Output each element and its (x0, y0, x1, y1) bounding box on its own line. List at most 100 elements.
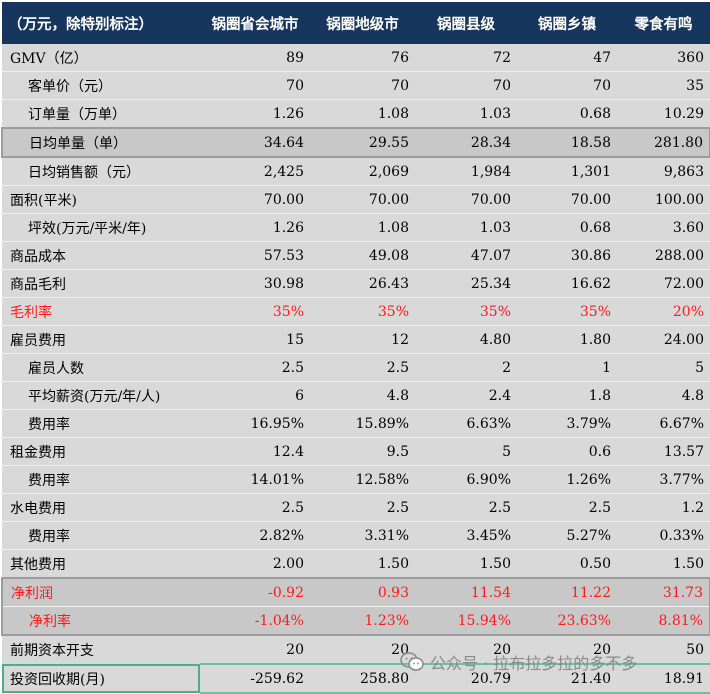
table-cell: 57.53 (200, 241, 310, 270)
table-row: 净利润 -0.92 0.93 11.54 11.22 31.73 (1, 577, 710, 607)
table-cell: 2.5 (517, 493, 617, 522)
row-label: 水电费用 (2, 493, 200, 522)
table-cell: 281.80 (617, 127, 710, 158)
table-cell: 1,984 (415, 157, 517, 186)
watermark-text: 公众号 · 拉布拉多拉的多不多 (430, 654, 638, 673)
table-cell: 3.45% (415, 521, 517, 550)
table-cell: 0.33% (617, 521, 710, 550)
table-cell: 0.68 (517, 99, 617, 129)
table-cell: 6.90% (415, 465, 517, 494)
table-row: 雇员人数 2.5 2.5 2 1 5 (2, 353, 710, 382)
table-cell: 29.55 (310, 127, 415, 158)
table-row: 雇员费用 15 12 4.80 1.80 24.00 (2, 325, 710, 354)
table-cell: 70 (415, 71, 517, 100)
row-label: 客单价（元） (2, 71, 200, 100)
table-cell: 20 (517, 635, 617, 665)
table-header-row: （万元，除特别标注） 锅圈省会城市 锅圈地级市 锅圈县级 锅圈乡镇 零食有鸣 (2, 2, 710, 44)
table-cell: 70 (310, 71, 415, 100)
table-cell: 0.68 (517, 213, 617, 242)
table-row: 费用率 2.82% 3.31% 3.45% 5.27% 0.33% (2, 521, 710, 550)
header-county: 锅圈县级 (415, 2, 517, 44)
table-cell: 20% (617, 297, 710, 326)
table-cell: 35% (200, 297, 310, 326)
table-cell: 16.95% (200, 409, 310, 438)
row-label: 前期资本开支 (2, 635, 200, 665)
table-cell: 35% (310, 297, 415, 326)
table-cell: 70 (517, 71, 617, 100)
table-cell: 4.80 (415, 325, 517, 354)
table-cell: 89 (200, 44, 310, 72)
header-snack-brand: 零食有鸣 (617, 2, 710, 44)
table-cell: -0.92 (200, 577, 310, 607)
table-cell: 15.89% (310, 409, 415, 438)
table-cell: 12.4 (200, 437, 310, 466)
table-cell: 1.08 (310, 213, 415, 242)
header-township: 锅圈乡镇 (517, 2, 617, 44)
table-cell: 72 (415, 44, 517, 72)
table-cell: 5.27% (517, 521, 617, 550)
table-cell: 1.2 (617, 493, 710, 522)
table-cell: 70.00 (517, 185, 617, 214)
row-label: 租金费用 (2, 437, 200, 466)
table-cell: 1 (517, 353, 617, 382)
table-cell: 3.79% (517, 409, 617, 438)
table-cell: 70.00 (415, 185, 517, 214)
header-unit-note: （万元，除特别标注） (2, 2, 200, 44)
table-cell: 76 (310, 44, 415, 72)
table-cell: 20.79 (415, 663, 517, 694)
table-cell: 21.40 (517, 663, 617, 694)
table-cell: 1.23% (310, 606, 415, 636)
table-cell: 15.94% (415, 606, 517, 636)
row-label: 净利润 (1, 577, 200, 607)
table-cell: 30.86 (517, 241, 617, 270)
table-cell: 3.60 (617, 213, 710, 242)
table-cell: 2.4 (415, 381, 517, 410)
watermark: 公众号 · 拉布拉多拉的多不多 (400, 650, 637, 674)
table-cell: 28.34 (415, 127, 517, 158)
row-label: 费用率 (2, 465, 200, 494)
table-cell: 20 (200, 635, 310, 665)
table-cell: 100.00 (617, 185, 710, 214)
table-cell: 258.80 (310, 663, 415, 694)
table-cell: 1.50 (415, 549, 517, 579)
table-cell: 1.26 (200, 99, 310, 129)
table-cell: 1.50 (310, 549, 415, 579)
table-cell: 2 (415, 353, 517, 382)
table-cell: 47 (517, 44, 617, 72)
table-cell: 4.8 (310, 381, 415, 410)
table-cell: 9.5 (310, 437, 415, 466)
table-cell: 11.22 (517, 577, 617, 607)
row-label: 日均单量（单） (1, 127, 200, 158)
table-cell: 12.58% (310, 465, 415, 494)
table-row: GMV（亿） 89 76 72 47 360 (2, 44, 710, 72)
table-cell: 5 (617, 353, 710, 382)
table-cell: 0.93 (310, 577, 415, 607)
table-row: 净利率 -1.04% 1.23% 15.94% 23.63% 8.81% (1, 606, 710, 636)
header-prefecture-city: 锅圈地级市 (310, 2, 415, 44)
table-cell: 1,301 (517, 157, 617, 186)
table-cell: 1.50 (617, 549, 710, 579)
row-label: 平均薪资(万元/年/人) (2, 381, 200, 410)
table-row: 毛利率 35% 35% 35% 35% 20% (2, 297, 710, 326)
row-label: 商品成本 (2, 241, 200, 270)
table-cell: 2,425 (200, 157, 310, 186)
row-label: 净利率 (1, 606, 200, 636)
header-provincial-capital: 锅圈省会城市 (200, 2, 310, 44)
table-cell: 23.63% (517, 606, 617, 636)
table-cell: 8.81% (617, 606, 710, 636)
table-row: 租金费用 12.4 9.5 5 0.6 13.57 (2, 437, 710, 466)
table-row: 其他费用 2.00 1.50 1.50 0.50 1.50 (2, 549, 710, 579)
table-cell: 31.73 (617, 577, 710, 607)
table-cell: 14.01% (200, 465, 310, 494)
table-cell: 1.03 (415, 99, 517, 129)
table-cell: 26.43 (310, 269, 415, 298)
table-row: 商品毛利 30.98 26.43 25.34 16.62 72.00 (2, 269, 710, 298)
row-label: 雇员费用 (2, 325, 200, 354)
table-cell: 70 (200, 71, 310, 100)
table-cell: 0.6 (517, 437, 617, 466)
table-cell: 4.8 (617, 381, 710, 410)
table-cell: 35% (517, 297, 617, 326)
row-label: GMV（亿） (2, 44, 200, 72)
table-cell: 72.00 (617, 269, 710, 298)
table-cell: 6.67% (617, 409, 710, 438)
